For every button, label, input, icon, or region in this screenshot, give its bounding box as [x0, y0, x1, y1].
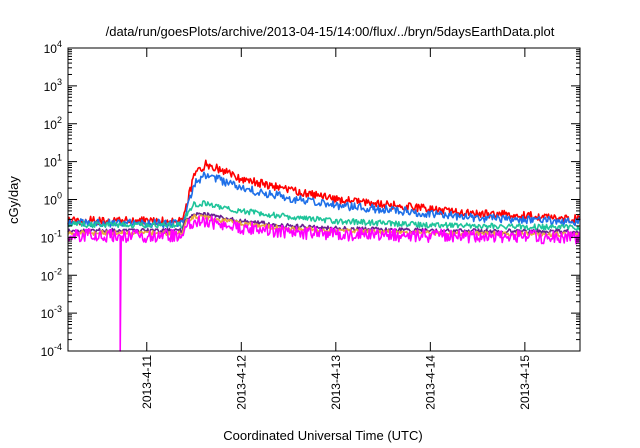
series-line-6 — [67, 215, 581, 352]
y-tick-label: 10-2 — [41, 266, 62, 283]
y-tick-label: 10-4 — [41, 342, 62, 359]
y-tick-label: 10-1 — [41, 228, 62, 245]
y-axis-label: cGy/day — [6, 176, 21, 224]
x-tick-label: 2013-4-12 — [234, 355, 248, 410]
series-layer — [67, 159, 581, 352]
x-tick-label: 2013-4-13 — [329, 355, 343, 410]
x-tick-label: 2013-4-14 — [423, 355, 437, 410]
tick-layer: 10-4 10-3 10-2 10-1 100 101 102 103 104 2013-4-11… — [41, 39, 580, 410]
y-tick-label: 10-3 — [41, 304, 62, 321]
y-tick-label: 103 — [44, 77, 62, 94]
y-tick-label: 101 — [44, 153, 62, 170]
y-tick-label: 104 — [44, 39, 62, 56]
series-line-4 — [67, 212, 581, 235]
plot-frame — [67, 47, 581, 352]
series-line-3 — [67, 200, 581, 231]
y-tick-label: 102 — [44, 115, 62, 132]
x-tick-label: 2013-4-15 — [518, 355, 532, 410]
series-line-1 — [67, 159, 581, 226]
x-axis-label: Coordinated Universal Time (UTC) — [223, 428, 422, 443]
chart-title: /data/run/goesPlots/archive/2013-04-15/1… — [106, 24, 555, 39]
y-tick-label: 100 — [44, 191, 62, 208]
x-tick-label: 2013-4-11 — [140, 355, 154, 409]
